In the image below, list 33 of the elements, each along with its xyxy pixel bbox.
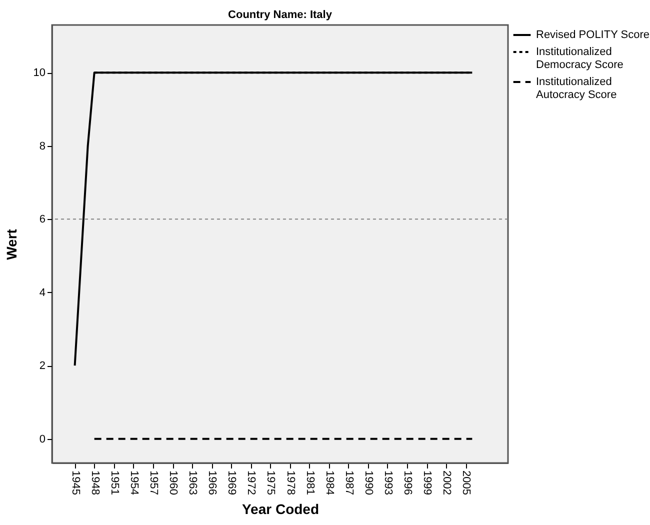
x-axis-title: Year Coded (242, 500, 320, 517)
x-tick-label: 1993 (382, 470, 394, 495)
x-tick-label: 1981 (304, 470, 316, 495)
legend-label: Institutionalized Autocracy Score (536, 76, 617, 101)
x-tick-label: 1966 (206, 470, 218, 495)
x-tick-label: 1987 (342, 470, 355, 495)
x-tick-label: 1954 (128, 470, 140, 495)
x-tick-label: 1996 (402, 470, 414, 495)
y-tick-label: 0 (39, 433, 46, 446)
x-tick-label: 1969 (226, 470, 238, 495)
x-tick-label: 1999 (421, 470, 434, 495)
x-tick-label: 1960 (167, 470, 180, 495)
x-tick-label: 1990 (362, 470, 374, 495)
x-tick-label: 1984 (323, 470, 336, 495)
x-tick-label: 1978 (284, 470, 296, 495)
x-tick-label: 1948 (88, 470, 101, 495)
y-tick-label: 6 (39, 214, 46, 226)
y-tick-label: 2 (39, 360, 46, 372)
x-tick-label: 2002 (440, 470, 453, 495)
y-tick-label: 8 (39, 140, 46, 152)
x-tick-label: 2005 (460, 470, 472, 495)
x-tick-label: 1963 (186, 470, 199, 495)
x-tick-label: 1972 (245, 470, 258, 495)
x-tick-label: 1957 (147, 470, 160, 495)
x-tick-label: 1975 (264, 470, 277, 495)
x-tick-label: 1951 (108, 470, 120, 495)
y-tick-label: 10 (33, 67, 46, 80)
legend-label: Institutionalized Democracy Score (536, 46, 624, 71)
chart-title: Country Name: Italy (228, 9, 333, 21)
y-tick-label: 4 (39, 286, 46, 299)
x-tick-label: 1945 (69, 470, 82, 495)
y-axis-title: Wert (3, 228, 20, 260)
legend-label: Revised POLITY Score (536, 29, 650, 41)
